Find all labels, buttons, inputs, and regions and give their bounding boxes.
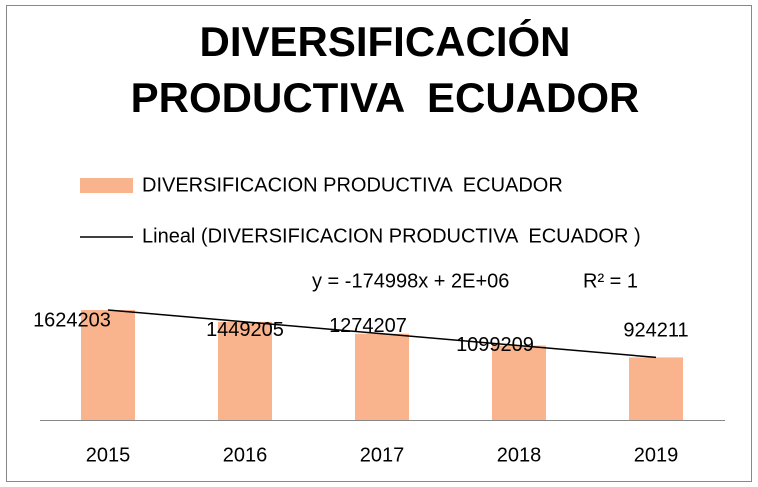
bar [81,310,135,420]
bar [355,333,409,420]
data-label: 1624203 [33,309,111,331]
bar [492,345,546,420]
x-tick-label: 2016 [223,444,268,466]
trend-r-squared: R² = 1 [583,270,638,292]
x-tick-label: 2018 [497,444,542,466]
bar [629,357,683,420]
data-label: 1099209 [456,334,534,356]
legend-label: DIVERSIFICACION PRODUCTIVA ECUADOR [142,174,563,196]
data-label: 924211 [623,320,688,342]
data-label: 1449205 [206,319,284,341]
chart-title: DIVERSIFICACIÓN [199,17,570,65]
x-tick-label: 2015 [86,444,131,466]
x-tick-label: 2019 [634,444,679,466]
legend-label: Lineal (DIVERSIFICACION PRODUCTIVA ECUAD… [142,225,641,247]
chart-title: PRODUCTIVA ECUADOR [131,74,640,121]
trend-equation: y = -174998x + 2E+06 [312,270,509,292]
legend-swatch [80,178,133,193]
trendline [107,309,657,359]
data-label: 1274207 [329,315,407,337]
bar [218,321,272,420]
x-tick-label: 2017 [360,444,405,466]
